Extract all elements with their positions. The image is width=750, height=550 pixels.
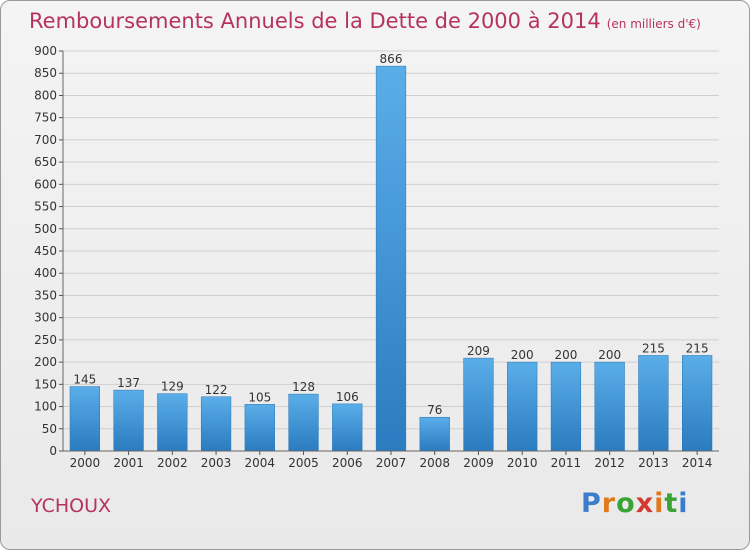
x-tick-label: 2002 [157,456,188,470]
x-tick-label: 2008 [419,456,450,470]
x-tick-label: 2010 [507,456,538,470]
logo-letter: o [616,488,636,519]
bar-value-label: 866 [380,52,403,66]
logo-letter: x [635,488,655,519]
bar [463,357,494,452]
axis-layer: 0 50 100 150 200 250 300 350 400 450 500 550 600 650 7… [34,44,719,470]
y-tick-label: 50 [42,422,57,436]
logo-letter: i [654,488,665,519]
y-tick-label: 0 [49,444,57,458]
bar [69,386,100,452]
y-tick-label: 100 [34,400,57,414]
bar [200,396,232,452]
y-tick-label: 400 [34,266,57,280]
x-tick-label: 2007 [376,456,407,470]
x-tick-label: 2009 [463,456,494,470]
bar [419,416,450,452]
logo-letter: t [664,488,679,519]
x-tick-label: 2004 [245,456,276,470]
bar-value-label: 137 [117,376,140,390]
y-tick-label: 550 [34,200,57,214]
y-tick-label: 650 [34,155,57,169]
x-tick-label: 2003 [201,456,232,470]
x-tick-label: 2012 [594,456,625,470]
bar-value-label: 215 [642,341,665,355]
x-tick-label: 2011 [551,456,582,470]
bar [332,403,363,452]
bar [288,393,319,452]
bar-value-label: 145 [73,373,96,387]
bar [550,361,582,452]
bar [244,404,275,452]
y-tick-label: 150 [34,377,57,391]
bar [113,389,144,452]
bar-value-label: 122 [205,383,228,397]
bar-value-label: 209 [467,344,490,358]
chart-title: Remboursements Annuels de la Dette de 20… [29,9,701,33]
bar-value-label: 76 [427,403,442,417]
y-tick-label: 450 [34,244,57,258]
bar [507,361,538,452]
proxiti-logo: Proxiti [581,488,689,519]
chart-subtitle: (en milliers d'€) [606,17,701,31]
bar-value-label: 129 [161,380,184,394]
bar [638,355,669,452]
y-tick-label: 750 [34,111,57,125]
y-tick-label: 900 [34,44,57,58]
bar-layer [69,65,713,452]
place-name: YCHOUX [31,495,111,517]
bar [157,393,188,452]
logo-letter: r [601,488,617,519]
x-tick-label: 2006 [332,456,363,470]
x-tick-label: 2005 [288,456,319,470]
bar-value-label: 200 [598,348,621,362]
y-tick-label: 500 [34,222,57,236]
bar-value-label: 200 [554,348,577,362]
bar-value-label: 215 [686,341,709,355]
bar [375,65,407,452]
bar [594,361,625,452]
y-tick-label: 300 [34,311,57,325]
bar [682,355,713,452]
y-tick-label: 700 [34,133,57,147]
x-tick-label: 2013 [638,456,669,470]
y-tick-label: 350 [34,288,57,302]
y-tick-label: 250 [34,333,57,347]
y-tick-label: 600 [34,177,57,191]
y-tick-label: 200 [34,355,57,369]
y-tick-label: 800 [34,88,57,102]
bar-value-label: 105 [248,390,271,404]
bar-value-label: 200 [511,348,534,362]
logo-letter: P [581,488,602,519]
bar-value-label: 128 [292,380,315,394]
x-tick-label: 2014 [682,456,713,470]
x-tick-label: 2000 [70,456,101,470]
bar-value-label: 106 [336,390,359,404]
logo-letter: i [678,488,689,519]
y-tick-label: 850 [34,66,57,80]
x-tick-label: 2001 [113,456,144,470]
chart-title-text: Remboursements Annuels de la Dette de 20… [29,9,601,33]
